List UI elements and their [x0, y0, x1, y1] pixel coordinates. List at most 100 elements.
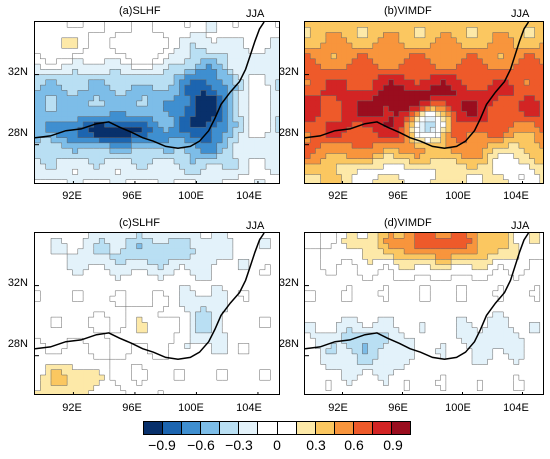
field-cell — [539, 285, 543, 292]
field-cell — [179, 285, 186, 292]
field-cell — [109, 332, 116, 339]
field-cell — [414, 132, 421, 139]
field-cell — [200, 111, 207, 118]
field-cell — [331, 153, 337, 160]
field-cell — [367, 100, 374, 107]
field-cell — [367, 48, 374, 55]
field-cell — [404, 248, 410, 255]
field-cell — [109, 179, 116, 183]
field-cell — [248, 285, 255, 292]
field-cell — [163, 322, 170, 329]
field-cell — [305, 37, 311, 44]
field-cell — [325, 148, 332, 155]
field-cell — [190, 111, 197, 118]
field-cell — [498, 169, 504, 176]
field-cell — [445, 233, 452, 239]
field-cell — [222, 301, 229, 308]
lat-label-28n: 28N — [7, 127, 28, 139]
field-cell — [238, 254, 245, 260]
field-cell — [67, 32, 74, 39]
field-cell — [409, 233, 416, 239]
field-cell — [40, 369, 47, 376]
field-cell — [147, 95, 154, 102]
field-cell — [320, 74, 327, 81]
field-cell — [518, 248, 525, 255]
field-cell — [362, 148, 369, 155]
field-cell — [264, 238, 271, 245]
field-cell — [331, 79, 337, 86]
field-cell — [398, 169, 405, 176]
field-cell — [513, 238, 520, 245]
field-cell — [305, 301, 311, 308]
field-cell — [200, 174, 207, 181]
field-cell — [200, 369, 207, 376]
field-cell — [259, 106, 266, 112]
field-cell — [331, 233, 337, 239]
field-cell — [190, 43, 197, 49]
field-cell — [83, 385, 90, 392]
field-cell — [404, 32, 410, 39]
field-cell — [492, 280, 499, 287]
field-cell — [206, 311, 213, 318]
field-cell — [67, 322, 74, 329]
field-cell — [83, 137, 90, 144]
field-cell — [259, 64, 266, 70]
field-cell — [383, 53, 390, 60]
field-cell — [131, 74, 138, 81]
field-cell — [168, 290, 175, 297]
field-cell — [513, 132, 520, 139]
field-cell — [445, 74, 452, 81]
field-cell — [341, 111, 348, 118]
field-cell — [264, 22, 271, 28]
field-cell — [419, 116, 426, 123]
field-cell — [35, 238, 41, 245]
field-cell — [398, 69, 405, 76]
field-cell — [125, 243, 132, 250]
field-cell — [184, 332, 191, 339]
field-cell — [466, 280, 473, 287]
field-cell — [72, 174, 79, 181]
panel-title: (d)VIMDF — [384, 217, 432, 229]
field-cell — [409, 37, 416, 44]
field-cell — [125, 269, 132, 276]
field-cell — [259, 127, 266, 134]
field-cell — [409, 179, 416, 183]
field-cell — [163, 90, 170, 97]
field-cell — [524, 79, 530, 86]
field-cell — [131, 106, 138, 112]
field-cell — [508, 280, 515, 287]
field-cell — [109, 37, 116, 44]
field-cell — [109, 343, 116, 350]
field-cell — [409, 132, 416, 139]
field-cell — [136, 163, 143, 170]
field-cell — [503, 95, 510, 102]
field-cell — [56, 22, 63, 28]
field-cell — [83, 127, 90, 134]
field-cell — [451, 100, 457, 107]
field-cell — [275, 111, 279, 118]
field-cell — [206, 163, 213, 170]
field-cell — [378, 132, 384, 139]
field-cell — [305, 48, 311, 55]
field-cell — [56, 301, 63, 308]
field-cell — [383, 174, 390, 181]
field-cell — [174, 163, 180, 170]
field-cell — [440, 179, 447, 183]
field-cell — [83, 69, 90, 76]
field-cell — [77, 85, 84, 91]
field-cell — [72, 332, 79, 339]
field-cell — [341, 85, 348, 91]
field-cell — [430, 153, 437, 160]
field-cell — [222, 48, 229, 55]
field-cell — [414, 85, 421, 91]
field-cell — [243, 153, 250, 160]
field-cell — [163, 116, 170, 123]
field-cell — [513, 32, 520, 39]
field-cell — [136, 332, 143, 339]
field-cell — [211, 43, 218, 49]
field-cell — [147, 374, 154, 381]
field-cell — [77, 132, 84, 139]
field-cell — [425, 153, 431, 160]
field-cell — [320, 127, 327, 134]
field-cell — [275, 22, 279, 28]
